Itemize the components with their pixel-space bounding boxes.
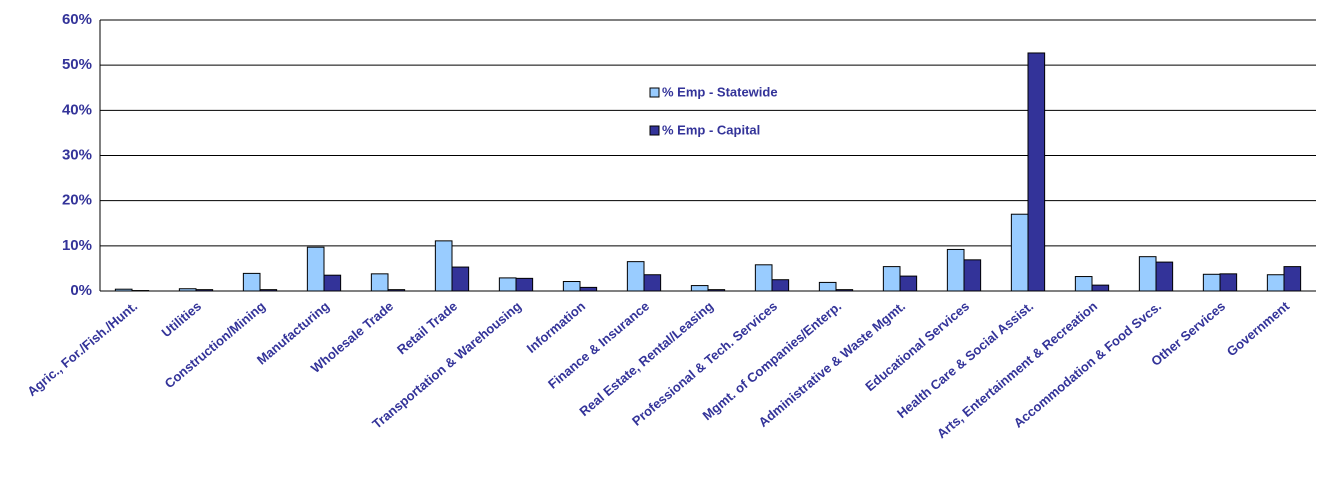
bar [434,240,453,292]
y-tick-label: 60% [62,11,92,28]
bar [946,248,965,292]
legend-swatch [649,87,660,98]
x-tick-label: Information [524,298,588,355]
bar [899,275,918,292]
x-tick-label: Government [1224,298,1293,359]
x-tick-label: Real Estate, Rental/Leasing [576,298,716,419]
bar [387,289,406,292]
legend-label: % Emp - Capital [662,122,760,137]
y-tick-label: 40% [62,101,92,118]
bar [1091,284,1110,292]
bar [626,261,645,292]
y-tick-label: 30% [62,146,92,163]
bar [259,289,278,292]
bar [1074,276,1093,292]
x-tick-label: Utilities [159,298,205,340]
bar [323,274,342,292]
bar [114,288,133,292]
legend-label: % Emp - Statewide [662,84,778,99]
bar [370,273,389,292]
bar [1155,261,1174,292]
y-tick-label: 50% [62,56,92,73]
bar [1219,273,1238,292]
bar [1138,256,1157,292]
bar [707,289,726,292]
bar [178,288,197,292]
legend-swatch [649,125,660,136]
bar [835,289,854,292]
bar [195,289,214,292]
bar [643,274,662,292]
y-tick-label: 0% [70,282,92,299]
bar [498,277,517,292]
y-tick-label: 10% [62,237,92,254]
bar [562,281,581,292]
y-tick-label: 20% [62,192,92,209]
bar [306,246,325,292]
bar [1010,213,1029,292]
bar [754,264,773,292]
bar [1283,266,1302,292]
bar [818,281,837,292]
bar [515,277,534,292]
bar [771,279,790,292]
bar [1266,274,1285,292]
bar [963,259,982,292]
bar [242,272,261,292]
bar [579,286,598,292]
bar [1202,273,1221,292]
x-tick-label: Retail Trade [394,298,460,357]
bar [690,285,709,292]
bar [882,266,901,292]
bar [451,266,470,292]
bar [1027,52,1046,292]
x-tick-label: Agric., For./Fish./Hunt. [24,298,140,399]
x-tick-label: Educational Services [862,298,972,394]
